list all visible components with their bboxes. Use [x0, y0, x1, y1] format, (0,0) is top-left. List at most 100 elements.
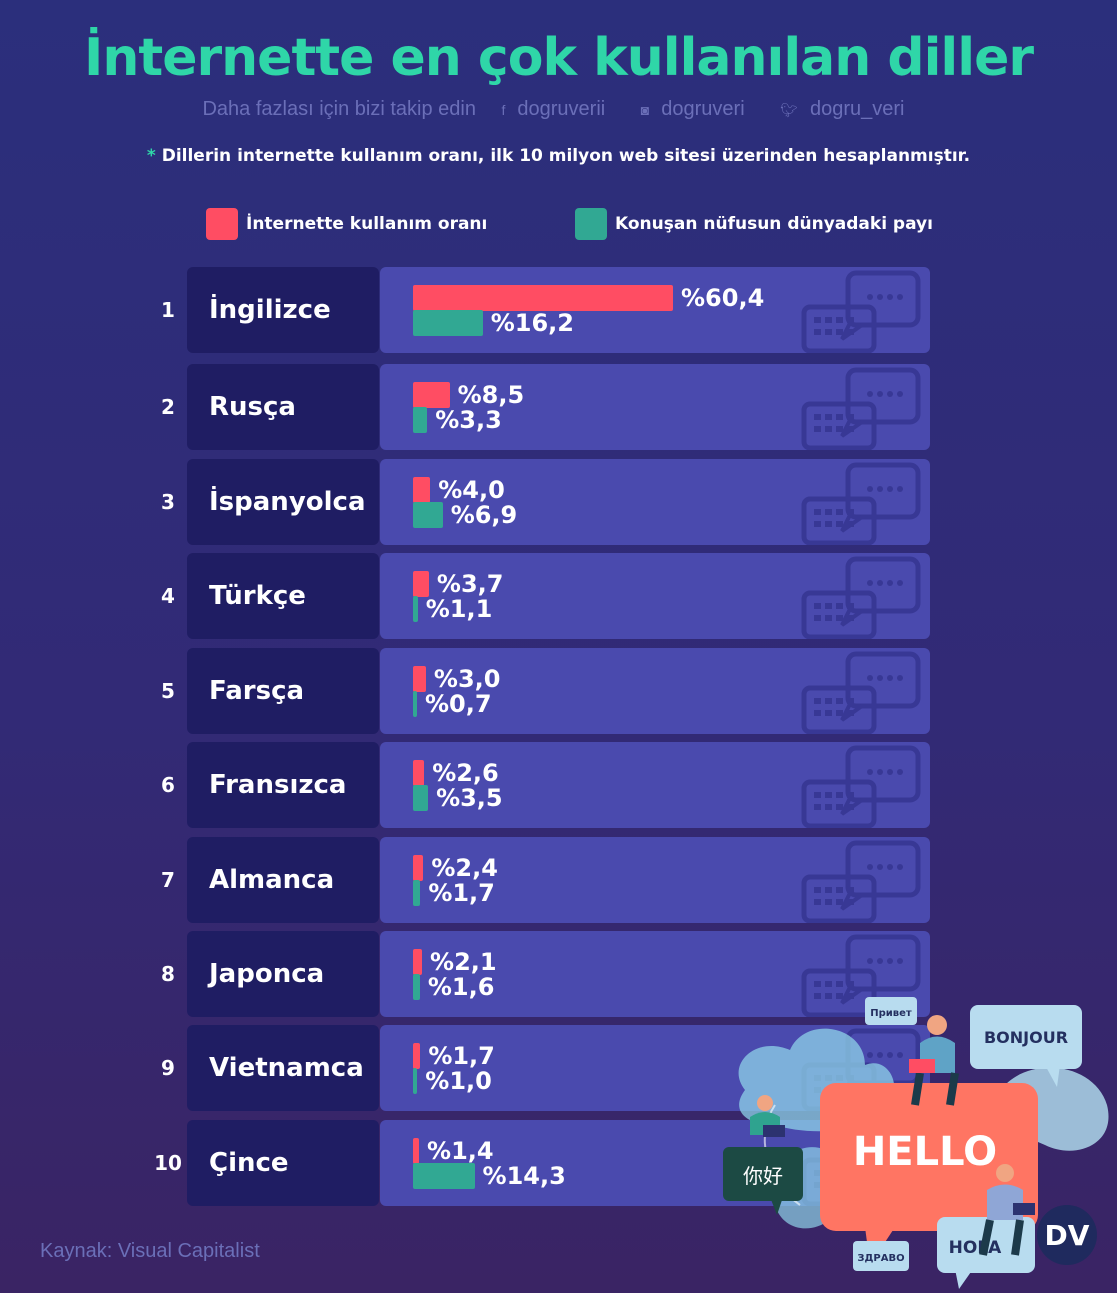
bar-internet-usage: [413, 477, 431, 503]
bubble-zdravo: [853, 1241, 909, 1271]
facebook-handle: dogruverii: [517, 98, 606, 120]
bar-panel: %2,4 %1,7: [380, 837, 930, 923]
language-name: İngilizce: [187, 267, 379, 353]
bubble-bonjour: [970, 1005, 1082, 1069]
language-name: Çince: [187, 1120, 379, 1206]
label-internet-usage: %1,4: [427, 1137, 494, 1165]
keyboard-chat-icon: [801, 745, 921, 828]
keyboard-chat-icon: [801, 840, 921, 923]
bubble-bonjour-text: BONJOUR: [984, 1028, 1068, 1047]
language-name: Vietnamca: [187, 1025, 379, 1111]
language-name: Farsça: [187, 648, 379, 734]
label-speaker-share: %3,5: [436, 784, 503, 812]
follow-text: Daha fazlası için bizi takip edin: [202, 98, 476, 120]
label-internet-usage: %2,4: [431, 854, 498, 882]
bar-speaker-share: [413, 880, 421, 906]
bar-panel: %60,4 %16,2: [380, 267, 930, 353]
bar-internet-usage: [413, 666, 426, 692]
rank-number: 3: [161, 490, 175, 514]
label-speaker-share: %14,3: [482, 1162, 566, 1190]
language-name: Almanca: [187, 837, 379, 923]
keyboard-chat-icon: [801, 651, 921, 734]
bubble-hello-text: HELLO: [853, 1129, 997, 1175]
bar-internet-usage: [413, 571, 429, 597]
legend-internet-usage: İnternette kullanım oranı: [206, 208, 487, 240]
language-name: Rusça: [187, 364, 379, 450]
legend-label-internet: İnternette kullanım oranı: [246, 214, 488, 234]
bar-internet-usage: [413, 1043, 421, 1069]
rank-number: 2: [161, 395, 175, 419]
language-name: Türkçe: [187, 553, 379, 639]
rank-number: 6: [161, 773, 175, 797]
keyboard-chat-icon: [801, 934, 921, 1017]
bubble-nihao: [723, 1147, 803, 1201]
rank-number: 8: [161, 962, 175, 986]
legend-swatch-green: [575, 208, 607, 240]
bubble-privet-text: Привет: [870, 1008, 912, 1019]
label-internet-usage: %3,7: [436, 570, 504, 598]
methodology-note: * Dillerin internette kullanım oranı, il…: [0, 146, 1117, 166]
language-name: İspanyolca: [187, 459, 379, 545]
label-internet-usage: %1,7: [428, 1042, 495, 1070]
bar-speaker-share: [413, 310, 483, 336]
bar-speaker-share: [413, 974, 420, 1000]
bubble-nihao-text: 你好: [743, 1164, 783, 1188]
language-name: Fransızca: [187, 742, 379, 828]
legend-label-speakers: Konuşan nüfusun dünyadaki payı: [615, 214, 933, 234]
label-internet-usage: %3,0: [433, 665, 501, 693]
bar-panel: %3,7 %1,1: [380, 553, 930, 639]
bar-panel: %8,5 %3,3: [380, 364, 930, 450]
bar-panel: %3,0 %0,7: [380, 648, 930, 734]
keyboard-chat-icon: [801, 367, 921, 450]
language-name: Japonca: [187, 931, 379, 1017]
dv-logo: [1037, 1205, 1097, 1265]
twitter-handle: dogru_veri: [810, 98, 905, 120]
bar-panel: %2,6 %3,5: [380, 742, 930, 828]
bar-speaker-share: [413, 785, 429, 811]
keyboard-chat-icon: [801, 556, 921, 639]
rank-number: 4: [161, 584, 175, 608]
language-row: 4 Türkçe %3,7 %1,1: [0, 553, 1117, 639]
rank-number: 9: [161, 1056, 175, 1080]
rank-number: 1: [161, 298, 175, 322]
facebook-link[interactable]: f dogruverii: [502, 98, 616, 120]
rank-number: 10: [154, 1151, 182, 1175]
instagram-handle: dogruveri: [661, 98, 745, 120]
rank-number: 5: [161, 679, 175, 703]
bar-speaker-share: [413, 407, 428, 433]
twitter-link[interactable]: 🐦︎ dogru_veri: [780, 98, 914, 120]
label-speaker-share: %6,9: [450, 501, 518, 529]
label-speaker-share: %1,6: [427, 973, 495, 1001]
note-text: Dillerin internette kullanım oranı, ilk …: [161, 146, 971, 166]
language-row: 5 Farsça %3,0 %0,7: [0, 648, 1117, 734]
legend-speaker-share: Konuşan nüfusun dünyadaki payı: [575, 208, 933, 240]
label-internet-usage: %2,1: [430, 948, 497, 976]
label-internet-usage: %60,4: [681, 284, 765, 312]
social-bar: Daha fazlası için bizi takip edin f dogru…: [0, 98, 1117, 121]
label-speaker-share: %1,0: [425, 1067, 492, 1095]
page-title: İnternette en çok kullanılan diller: [84, 28, 1034, 88]
keyboard-chat-icon: [801, 270, 921, 353]
language-row: 3 İspanyolca %4,0 %6,9: [0, 459, 1117, 545]
instagram-icon: ◙: [640, 102, 650, 118]
bar-speaker-share: [413, 1163, 475, 1189]
bar-internet-usage: [413, 382, 450, 408]
label-speaker-share: %3,3: [435, 406, 502, 434]
bubble-hola-text: HOLA: [949, 1238, 1003, 1258]
bubble-zdravo-text: ЗДРАВО: [857, 1253, 904, 1264]
label-speaker-share: %16,2: [490, 309, 574, 337]
keyboard-chat-icon: [801, 462, 921, 545]
label-speaker-share: %0,7: [425, 690, 492, 718]
language-row: 8 Japonca %2,1 %1,6: [0, 931, 1117, 1017]
bar-speaker-share: [413, 596, 418, 622]
bubble-privet: [865, 997, 917, 1025]
label-internet-usage: %8,5: [457, 381, 525, 409]
bar-internet-usage: [413, 285, 673, 311]
bar-internet-usage: [413, 760, 425, 786]
language-row: 6 Fransızca %2,6 %3,5: [0, 742, 1117, 828]
bar-panel: %2,1 %1,6: [380, 931, 930, 1017]
label-internet-usage: %2,6: [432, 759, 499, 787]
instagram-link[interactable]: ◙ dogruveri: [641, 98, 755, 120]
bubble-hello: [820, 1083, 1038, 1231]
label-internet-usage: %4,0: [438, 476, 505, 504]
